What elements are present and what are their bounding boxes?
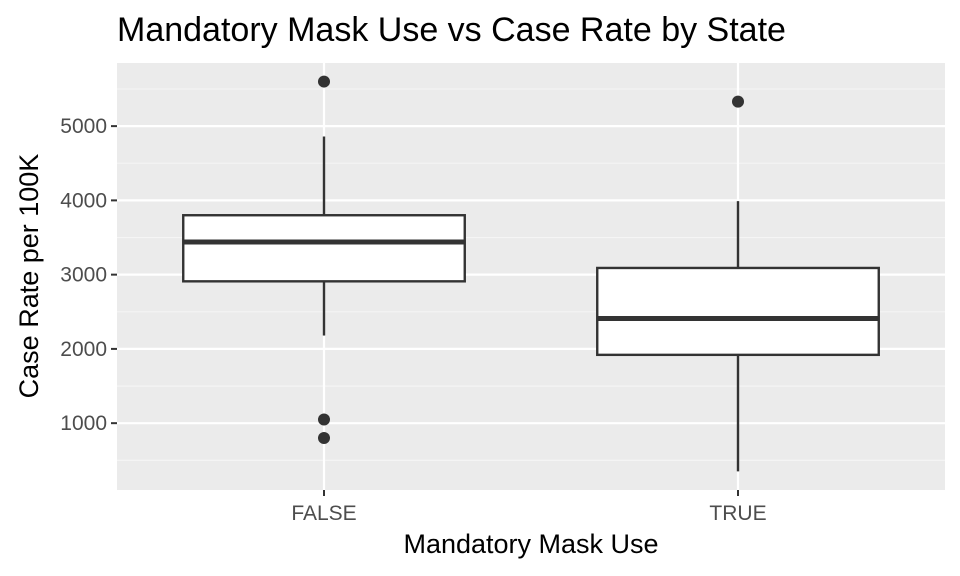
outlier-point [318,432,330,445]
y-tick-label: 3000 [60,264,107,287]
x-tick-label: TRUE [709,502,766,525]
y-axis: 1000 2000 3000 4000 5000 [60,115,117,435]
x-axis: FALSE TRUE [291,490,767,525]
y-tick-label: 1000 [60,412,107,435]
box-false [182,75,466,445]
y-tick-label: 5000 [60,115,107,138]
x-tick-label: FALSE [291,502,356,525]
chart-title: Mandatory Mask Use vs Case Rate by State [117,11,786,49]
outlier-point [318,413,330,426]
outlier-point [732,95,744,108]
outlier-point [318,75,330,88]
box-body [596,266,880,357]
x-axis-title: Mandatory Mask Use [403,529,658,559]
box-series [182,75,880,472]
y-tick-label: 4000 [60,189,107,212]
box-true [596,95,880,472]
box-body [182,214,466,283]
y-tick-label: 2000 [60,338,107,361]
y-axis-title: Case Rate per 100K [14,154,44,399]
